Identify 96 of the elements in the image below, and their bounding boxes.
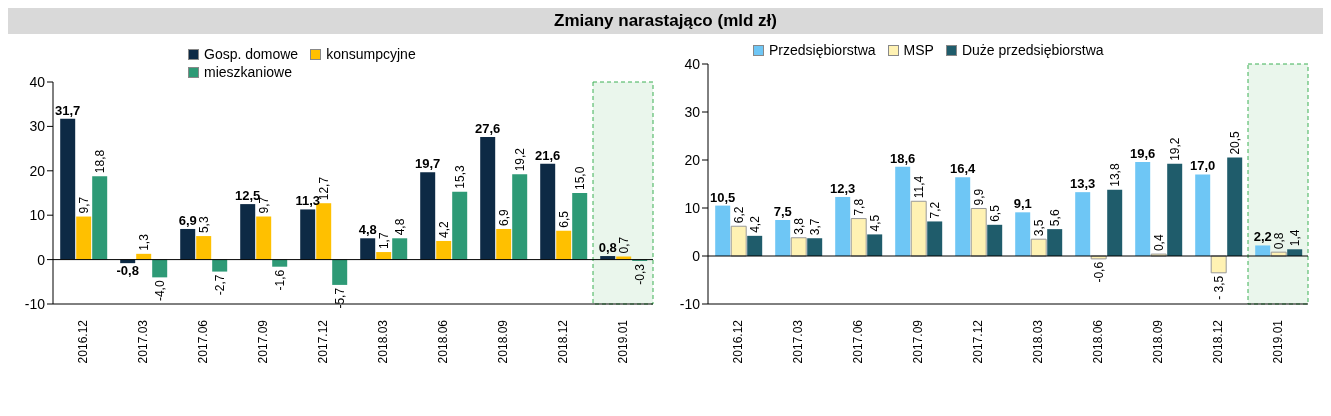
- x-tick-label: 2018.06: [436, 319, 450, 364]
- data-label: 4,2: [747, 215, 762, 233]
- x-tick-label: 2018.03: [376, 319, 390, 364]
- data-label: 12,3: [830, 180, 856, 196]
- x-tick-label: 2019.01: [616, 319, 630, 364]
- y-tick-label: 40: [684, 55, 701, 72]
- data-label: 1,7: [376, 232, 391, 250]
- x-tick-label: 2016.12: [76, 319, 90, 364]
- data-label: 4,8: [358, 222, 377, 238]
- data-label: 1,3: [136, 233, 151, 251]
- data-label: 11,4: [911, 175, 926, 199]
- data-label: 20,5: [1227, 130, 1242, 155]
- data-label: -0,8: [116, 263, 139, 279]
- data-label: 2,2: [1253, 229, 1272, 245]
- data-label: 3,7: [807, 218, 822, 236]
- x-tick-label: 2019.01: [1271, 319, 1285, 364]
- data-label: 9,7: [76, 196, 91, 214]
- data-label: 18,8: [92, 149, 107, 174]
- data-label: -4,0: [152, 280, 167, 302]
- data-label: -2,7: [212, 274, 227, 296]
- data-label: 19,7: [415, 156, 441, 172]
- data-label: 0,8: [1271, 232, 1286, 250]
- y-tick-label: 10: [684, 199, 701, 216]
- y-tick-label: 20: [684, 151, 701, 168]
- data-label: 5,6: [1047, 209, 1062, 227]
- data-label: 19,2: [512, 147, 527, 172]
- y-tick-label: 40: [29, 73, 46, 90]
- data-label: 13,8: [1107, 163, 1122, 187]
- data-label: -0,3: [632, 263, 647, 285]
- y-tick-label: 0: [37, 251, 46, 268]
- x-tick-label: 2016.12: [731, 319, 745, 364]
- y-tick-label: 30: [29, 118, 46, 135]
- data-label: 9,9: [971, 188, 986, 206]
- legend-label: Gosp. domowe: [203, 46, 299, 62]
- data-label: 1,4: [1287, 229, 1302, 247]
- data-label: 18,6: [890, 150, 916, 166]
- data-label: 15,0: [572, 166, 587, 190]
- y-tick-label: -10: [24, 295, 46, 312]
- data-label: 13,3: [1070, 176, 1096, 192]
- data-label: 6,9: [496, 208, 511, 226]
- legend-label: MSP: [902, 42, 934, 58]
- x-tick-label: 2018.09: [496, 319, 510, 364]
- data-label: 7,5: [773, 204, 792, 219]
- data-label: 11,3: [295, 193, 320, 209]
- data-label: 0,7: [616, 236, 631, 254]
- x-tick-label: 2017.03: [136, 319, 150, 364]
- data-label: 21,6: [535, 147, 561, 163]
- x-tick-label: 2017.09: [256, 319, 270, 364]
- data-label: 0,8: [598, 240, 617, 256]
- data-label: 7,2: [927, 201, 942, 219]
- data-label: 15,3: [452, 164, 467, 189]
- x-tick-label: 2018.12: [556, 319, 570, 364]
- data-label: 6,5: [987, 204, 1002, 222]
- x-tick-label: 2017.06: [851, 319, 865, 364]
- data-label: 7,8: [851, 198, 866, 216]
- data-label: 5,3: [196, 216, 211, 234]
- data-label: -5,7: [332, 287, 347, 309]
- data-label: 27,6: [475, 121, 501, 137]
- x-tick-label: 2018.03: [1031, 319, 1045, 364]
- data-label: 9,1: [1013, 196, 1032, 212]
- data-label: 4,2: [436, 220, 451, 238]
- data-label: 10,5: [710, 189, 736, 205]
- x-tick-label: 2018.12: [1211, 319, 1225, 364]
- data-label: 3,8: [791, 217, 806, 235]
- y-tick-label: 20: [29, 162, 46, 179]
- chart-title: Zmiany narastająco (mld zł): [8, 8, 1323, 34]
- data-label: 6,2: [731, 206, 746, 224]
- data-label: 3,5: [1031, 219, 1046, 237]
- y-tick-label: 10: [29, 207, 46, 224]
- legend-label: Przedsiębiorstwa: [768, 42, 876, 58]
- y-tick-label: 30: [684, 103, 701, 120]
- data-label: 19,2: [1167, 137, 1182, 161]
- x-tick-label: 2018.09: [1151, 319, 1165, 364]
- data-label: 4,8: [392, 218, 407, 236]
- data-label: -1,6: [272, 269, 287, 291]
- data-label: 0,4: [1151, 234, 1166, 252]
- y-tick-label: -10: [679, 295, 701, 312]
- data-label: 6,5: [556, 210, 571, 228]
- y-tick-label: 0: [692, 247, 701, 264]
- x-tick-label: 2017.09: [911, 319, 925, 364]
- data-label: -0,6: [1091, 261, 1106, 283]
- legend-label: konsumpcyjne: [325, 46, 416, 62]
- legend-label: mieszkaniowe: [203, 64, 292, 80]
- x-tick-label: 2017.03: [791, 319, 805, 364]
- x-tick-label: 2017.06: [196, 319, 210, 364]
- data-label: 31,7: [55, 102, 81, 118]
- data-label: 19,6: [1130, 145, 1156, 161]
- x-tick-label: 2018.06: [1091, 319, 1105, 364]
- data-label: 6,9: [178, 212, 197, 228]
- legend-label: Duże przedsiębiorstwa: [960, 42, 1104, 58]
- data-label: 4,5: [867, 214, 882, 232]
- data-label: 16,4: [950, 161, 977, 177]
- data-label: 17,0: [1190, 158, 1216, 174]
- x-tick-label: 2017.12: [316, 319, 330, 364]
- data-label: - 3,5: [1211, 275, 1226, 300]
- x-tick-label: 2017.12: [971, 319, 985, 364]
